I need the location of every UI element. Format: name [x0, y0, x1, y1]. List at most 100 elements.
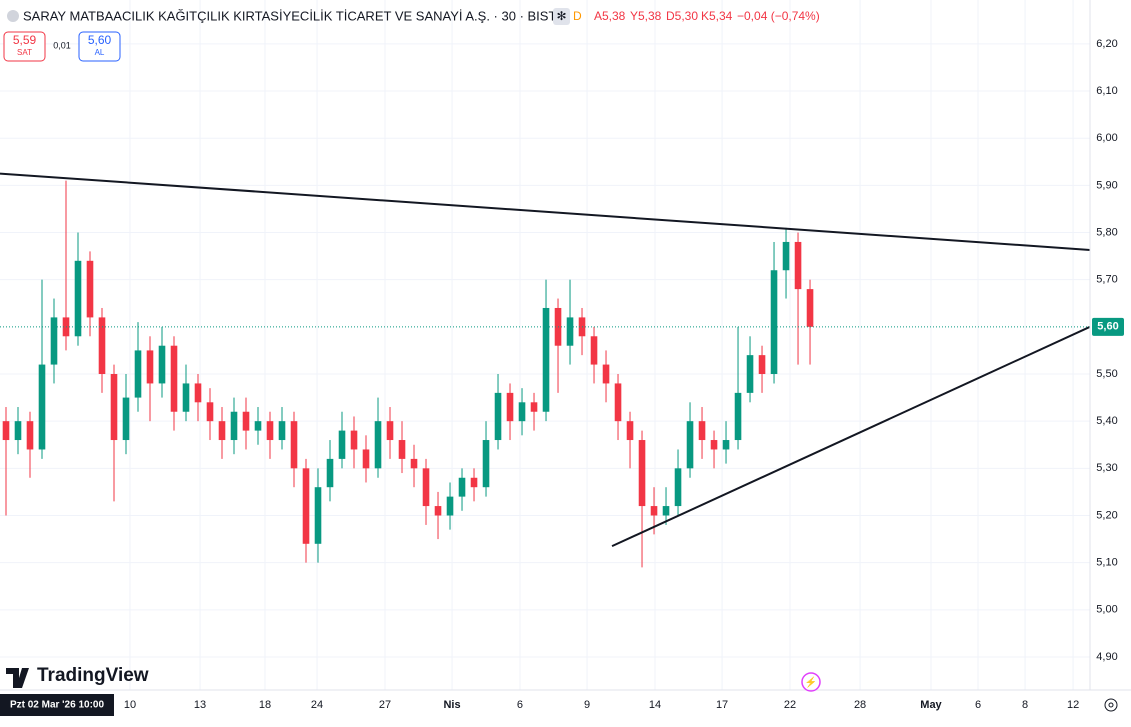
y-tick-label: 5,80	[1096, 226, 1117, 238]
candle-body	[758, 355, 766, 375]
candle-body	[302, 468, 310, 544]
candle-body	[194, 383, 202, 403]
candle-body	[410, 458, 418, 469]
candle-body	[110, 374, 118, 441]
y-tick-label: 6,10	[1096, 85, 1117, 97]
candle-body	[266, 421, 274, 441]
spread: 0,01	[53, 40, 71, 50]
candle-body	[74, 260, 82, 337]
x-tick-label: 6	[517, 699, 523, 711]
sell-label: SAT	[17, 48, 32, 57]
x-tick-label: 8	[1022, 699, 1028, 711]
x-tick-label: Nis	[443, 699, 460, 711]
candle-body	[506, 392, 514, 422]
y-tick-label: 5,30	[1096, 462, 1117, 474]
candle-body	[122, 397, 130, 441]
candle-body	[326, 458, 334, 488]
candle-body	[50, 317, 58, 365]
axes: 4,90 5,00 5,10 5,20 5,30 5,40 5,50 5,70 5,80 5,90…	[124, 38, 1124, 711]
candle-body	[530, 402, 538, 412]
trend-line	[611, 325, 1091, 548]
candle-body	[674, 468, 682, 507]
sell-price: 5,59	[13, 33, 37, 47]
flash-icon[interactable]	[801, 672, 821, 692]
candle-body	[518, 402, 526, 422]
candle-body	[686, 421, 694, 469]
candle-body	[662, 506, 670, 516]
asterisk: ✻	[556, 9, 566, 23]
candle-body	[386, 421, 394, 441]
x-tick-label: 9	[584, 699, 590, 711]
candle-body	[146, 350, 154, 384]
symbol-icon	[7, 10, 19, 22]
buy-label: AL	[95, 48, 105, 57]
candle-body	[614, 383, 622, 422]
candle-body	[650, 506, 658, 516]
candle-body	[218, 421, 226, 441]
candle-body	[206, 402, 214, 422]
candle-body	[230, 411, 238, 441]
y-tick-label: 5,00	[1096, 604, 1117, 616]
ohlc-change: −0,04 (−0,74%)	[737, 9, 820, 23]
grid	[0, 0, 1090, 690]
x-tick-label: 17	[716, 699, 728, 711]
candle-body	[134, 350, 142, 398]
trend-line	[0, 172, 1091, 251]
x-tick-label: 18	[259, 699, 271, 711]
y-tick-label: 5,20	[1096, 509, 1117, 521]
candle-body	[746, 355, 754, 393]
sell-button[interactable]	[3, 31, 46, 62]
candle-body	[638, 440, 646, 507]
x-tick-label: 28	[854, 699, 866, 711]
candle-body	[374, 421, 382, 469]
x-tick-label: 10	[124, 699, 136, 711]
x-tick-label: May	[920, 699, 942, 711]
candle-body	[770, 270, 778, 375]
candle-body	[626, 421, 634, 441]
candle-body	[446, 496, 454, 516]
brand-name: TradingView	[37, 665, 149, 686]
settings-icon[interactable]	[1104, 698, 1118, 712]
candle-body	[314, 487, 322, 544]
candle-body	[86, 260, 94, 318]
x-tick-label: 6	[975, 699, 981, 711]
candle-body	[794, 241, 802, 290]
candle-body	[482, 440, 490, 488]
x-tick-label: 22	[784, 699, 796, 711]
candle-body	[722, 440, 730, 450]
candle-body	[806, 289, 814, 327]
ohlc-open: A5,38	[594, 9, 626, 23]
candle-body	[14, 421, 22, 441]
candle-body	[242, 411, 250, 431]
x-tick-label: 12	[1067, 699, 1079, 711]
current-price-box	[1092, 317, 1124, 336]
candle-body	[470, 477, 478, 488]
ohlc-close: K5,34	[701, 9, 733, 23]
candle-body	[602, 364, 610, 384]
plot	[0, 172, 1091, 568]
candle-body	[362, 449, 370, 469]
candle-body	[170, 345, 178, 412]
buy-button[interactable]	[78, 31, 121, 62]
candle-body	[434, 506, 442, 516]
candle-body	[26, 421, 34, 450]
asterisk-icon[interactable]	[553, 8, 570, 25]
candle-body	[290, 421, 298, 469]
candle-body	[458, 477, 466, 497]
brand-logo	[6, 668, 29, 688]
ohlc-high: Y5,38	[630, 9, 662, 23]
crosshair-time-label: Pzt 02 Mar '26 10:00	[10, 700, 105, 711]
candle-body	[158, 345, 166, 384]
candle-body	[350, 430, 358, 450]
y-tick-label: 5,10	[1096, 557, 1117, 569]
candle-body	[398, 440, 406, 459]
candle-body	[254, 421, 262, 431]
x-tick-label: 27	[379, 699, 391, 711]
candle-body	[698, 421, 706, 441]
buy-price: 5,60	[88, 33, 112, 47]
candle-body	[38, 364, 46, 450]
candle-body	[542, 307, 550, 412]
y-tick-label: 5,70	[1096, 274, 1117, 286]
candle-body	[2, 421, 10, 441]
